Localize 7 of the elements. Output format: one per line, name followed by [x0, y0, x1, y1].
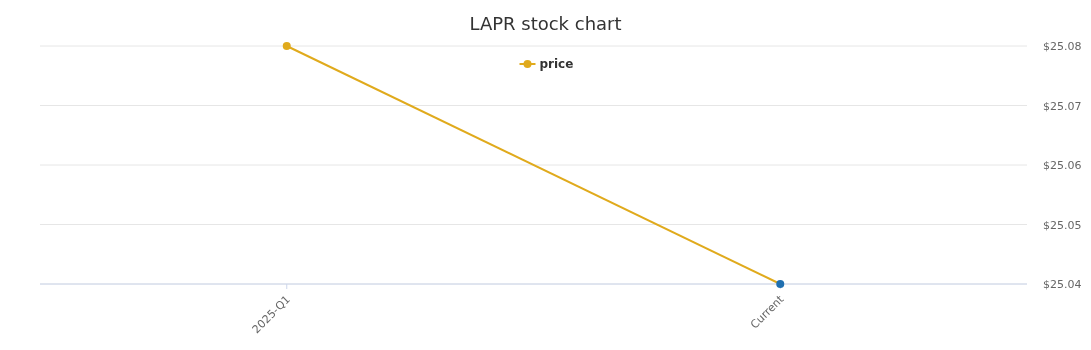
y-tick-label: $25.06 — [1043, 159, 1082, 172]
y-tick-label: $25.07 — [1043, 99, 1082, 113]
y-tick-label: $25.04 — [1043, 278, 1082, 291]
y-tick-label: $25.08 — [1043, 40, 1082, 53]
legend-label: price — [539, 57, 574, 71]
chart-title: LAPR stock chart — [469, 13, 622, 34]
y-tick-label: $25.05 — [1043, 218, 1082, 232]
